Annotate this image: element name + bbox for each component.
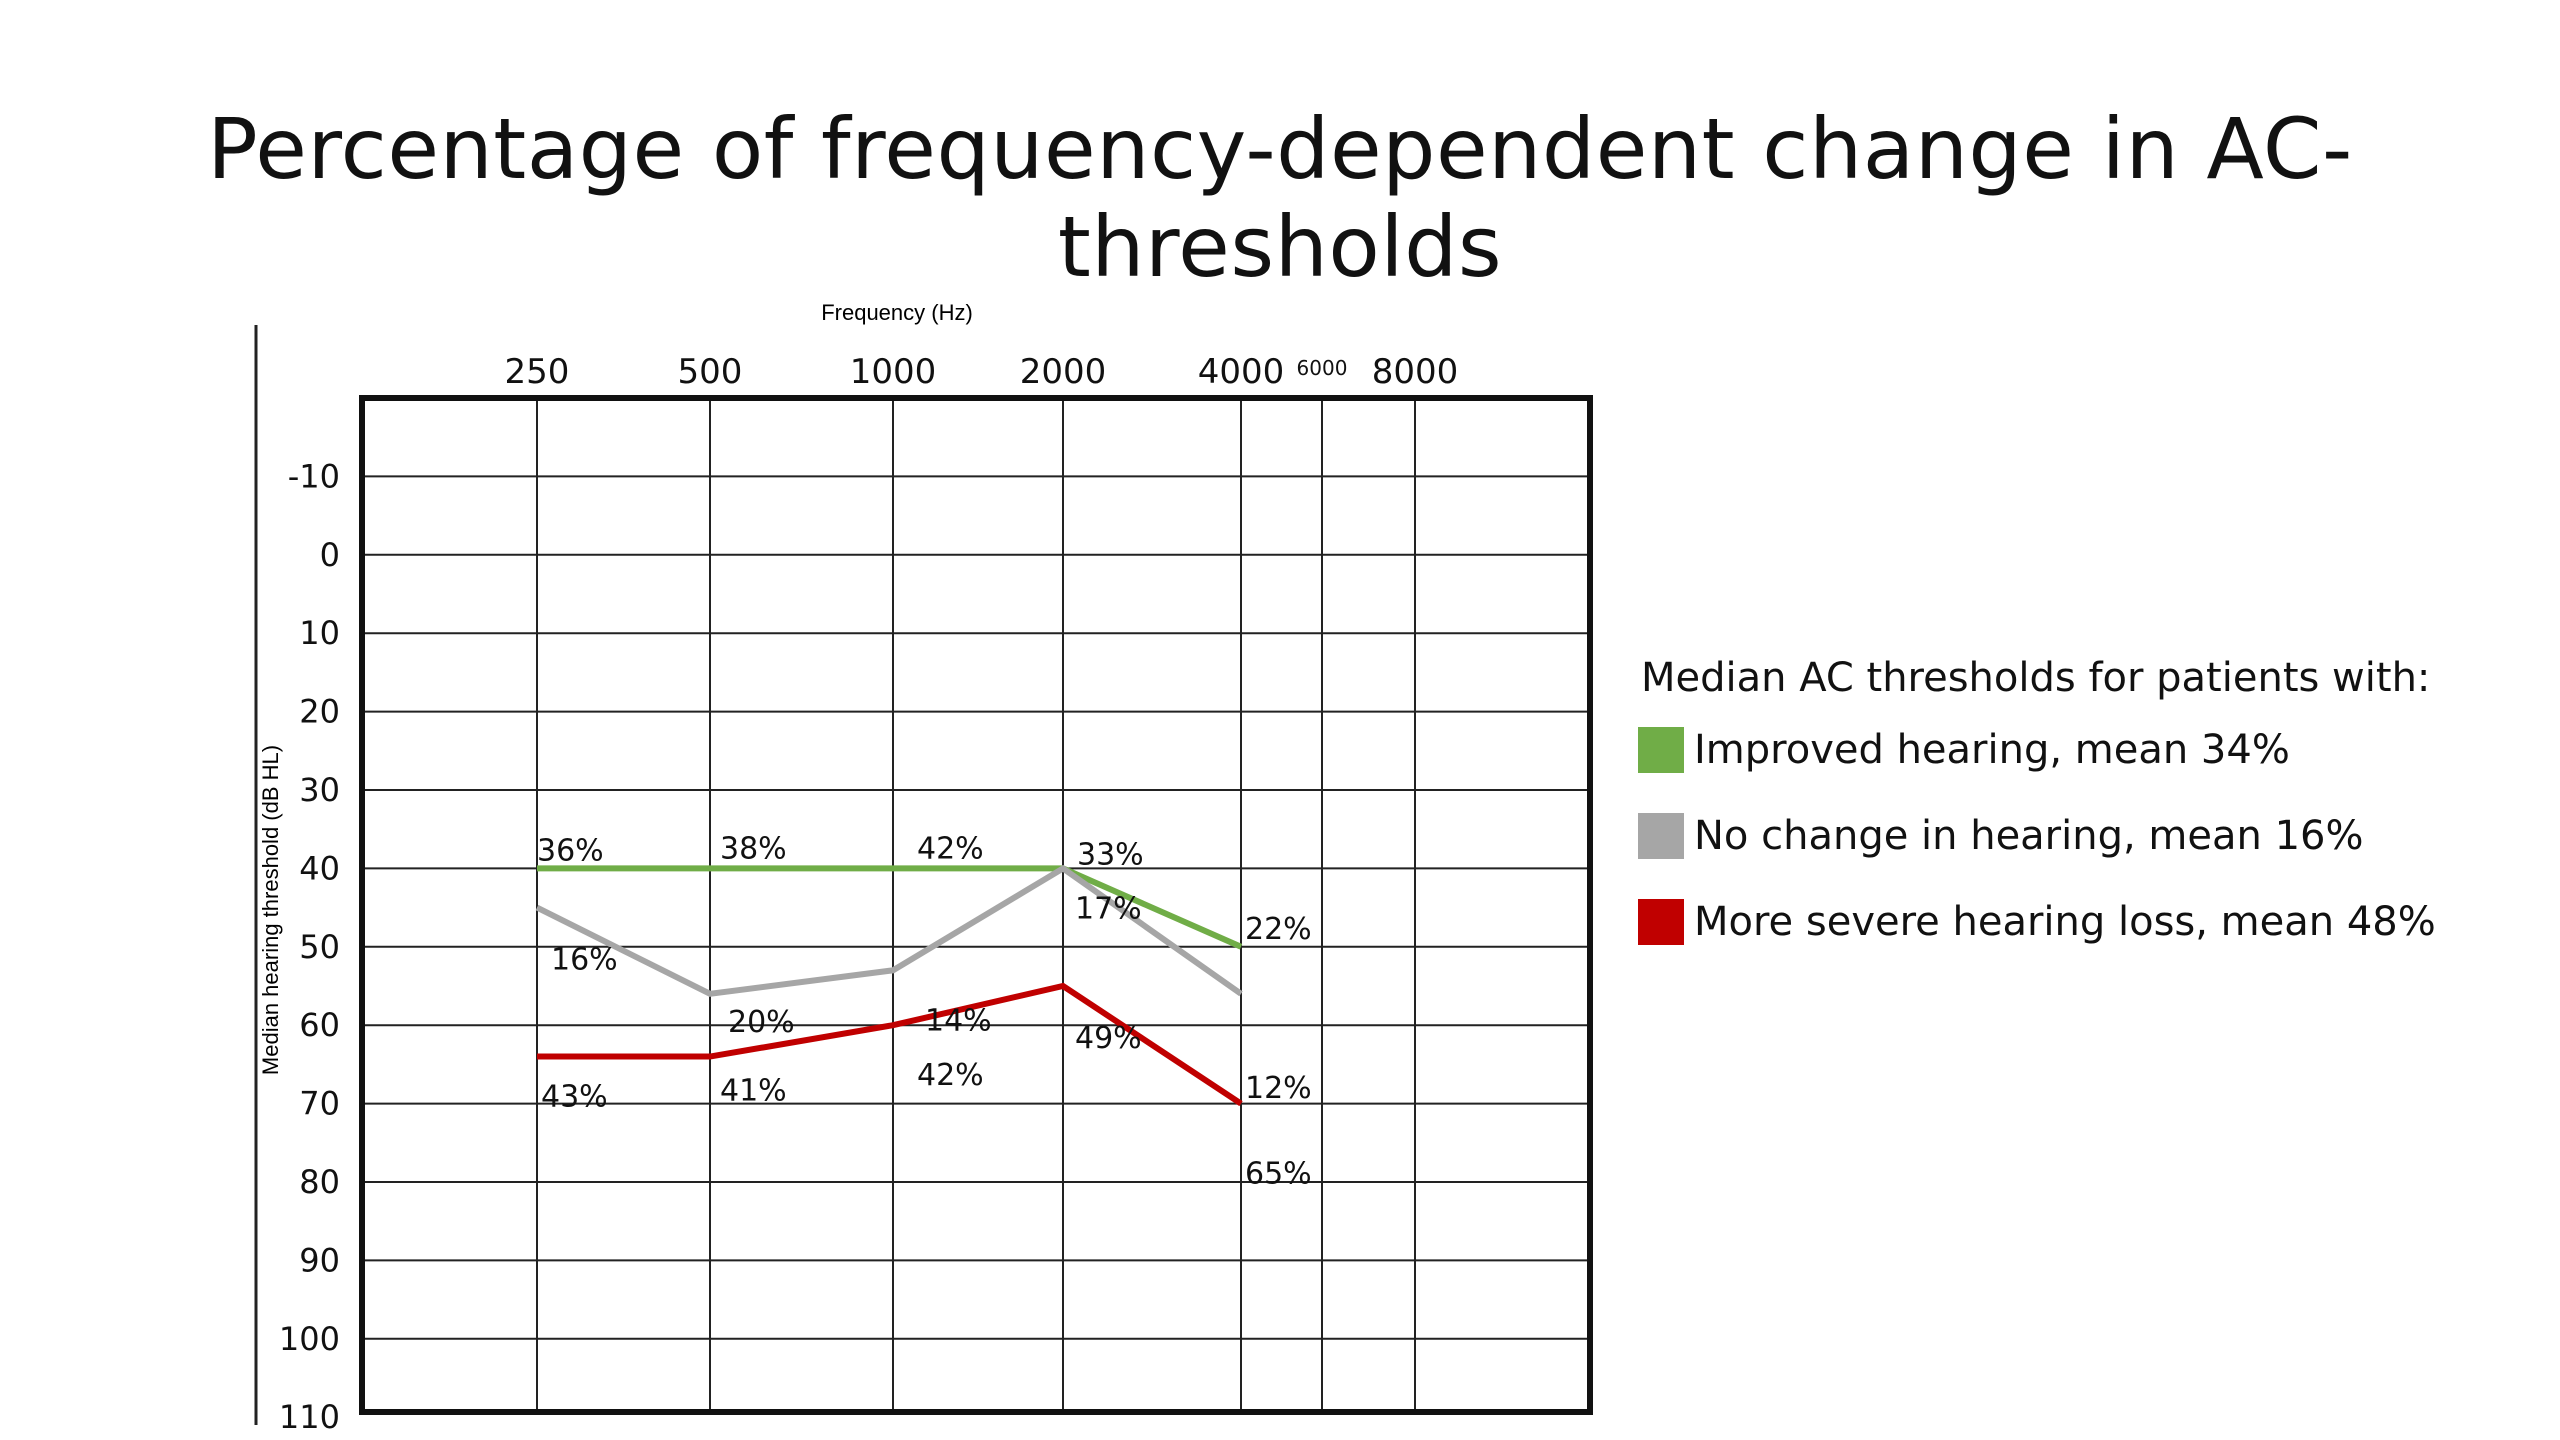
data-label: 38% (720, 831, 787, 866)
y-tick-label: 80 (299, 1163, 340, 1201)
y-tick-label: 60 (299, 1006, 340, 1044)
y-tick-label: 30 (299, 771, 340, 809)
x-tick-label: 8000 (1372, 352, 1459, 392)
x-tick-label: 2000 (1020, 352, 1107, 392)
y-tick-label: 10 (299, 614, 340, 652)
data-label: 49% (1075, 1021, 1142, 1056)
data-label: 22% (1245, 912, 1312, 947)
legend-label-improved: Improved hearing, mean 34% (1694, 727, 2290, 773)
legend-swatch-improved (1638, 727, 1684, 773)
y-axis-title: Median hearing threshold (dB HL) (258, 745, 283, 1075)
legend: Median AC thresholds for patients with: … (1638, 655, 2436, 983)
data-label: 41% (720, 1074, 787, 1109)
plot-frame (359, 395, 1593, 1415)
legend-title: Median AC thresholds for patients with: (1641, 655, 2431, 701)
series-lines (535, 864, 1243, 1107)
y-tick-label: 40 (299, 849, 340, 887)
x-tick-label: 500 (678, 352, 743, 392)
legend-item-no-change: No change in hearing, mean 16% (1638, 811, 2436, 861)
y-tick-label: 0 (320, 536, 340, 574)
data-label: 12% (1245, 1071, 1312, 1106)
data-label: 65% (1245, 1157, 1312, 1192)
legend-swatch-no-change (1638, 813, 1684, 859)
y-tick-label: 90 (299, 1241, 340, 1279)
data-label: 43% (541, 1080, 608, 1115)
data-label: 42% (917, 1058, 984, 1093)
data-label: 16% (551, 943, 618, 978)
y-tick-label: 20 (299, 693, 340, 731)
series-line-1 (535, 864, 1243, 997)
y-tick-label: 50 (299, 928, 340, 966)
x-tick-label: 6000 (1297, 356, 1348, 380)
data-label: 14% (925, 1003, 992, 1038)
legend-swatch-more-severe (1638, 899, 1684, 945)
data-label: 20% (728, 1005, 795, 1040)
y-tick-labels: -10 0 10 20 30 40 50 60 70 80 90 100 110 (279, 457, 340, 1436)
legend-item-improved: Improved hearing, mean 34% (1638, 725, 2436, 775)
y-tick-label: -10 (288, 457, 340, 495)
x-tick-label: 1000 (850, 352, 937, 392)
data-label: 17% (1075, 891, 1142, 926)
series-line-2 (537, 982, 1243, 1107)
legend-item-more-severe: More severe hearing loss, mean 48% (1638, 897, 2436, 947)
x-tick-label: 250 (505, 352, 570, 392)
chart-grid (359, 395, 1593, 1415)
x-tick-labels: 250 500 1000 2000 4000 6000 8000 (505, 352, 1459, 392)
legend-label-no-change: No change in hearing, mean 16% (1694, 813, 2364, 859)
slide-title: Percentage of frequency-dependent change… (207, 100, 2353, 296)
data-label: 42% (917, 831, 984, 866)
data-labels: 36% 38% 42% 33% 22% 16% 20% 14% 17% 12% 43% 41% 42% 4… (537, 831, 1312, 1191)
y-tick-label: 70 (299, 1085, 340, 1123)
y-tick-label: 110 (279, 1398, 340, 1436)
series-line-0 (537, 865, 1243, 950)
data-label: 33% (1077, 837, 1144, 872)
x-tick-label: 4000 (1198, 352, 1285, 392)
x-axis-title: Frequency (Hz) (821, 300, 973, 325)
y-tick-label: 100 (279, 1320, 340, 1358)
legend-label-more-severe: More severe hearing loss, mean 48% (1694, 899, 2436, 945)
data-label: 36% (537, 833, 604, 868)
